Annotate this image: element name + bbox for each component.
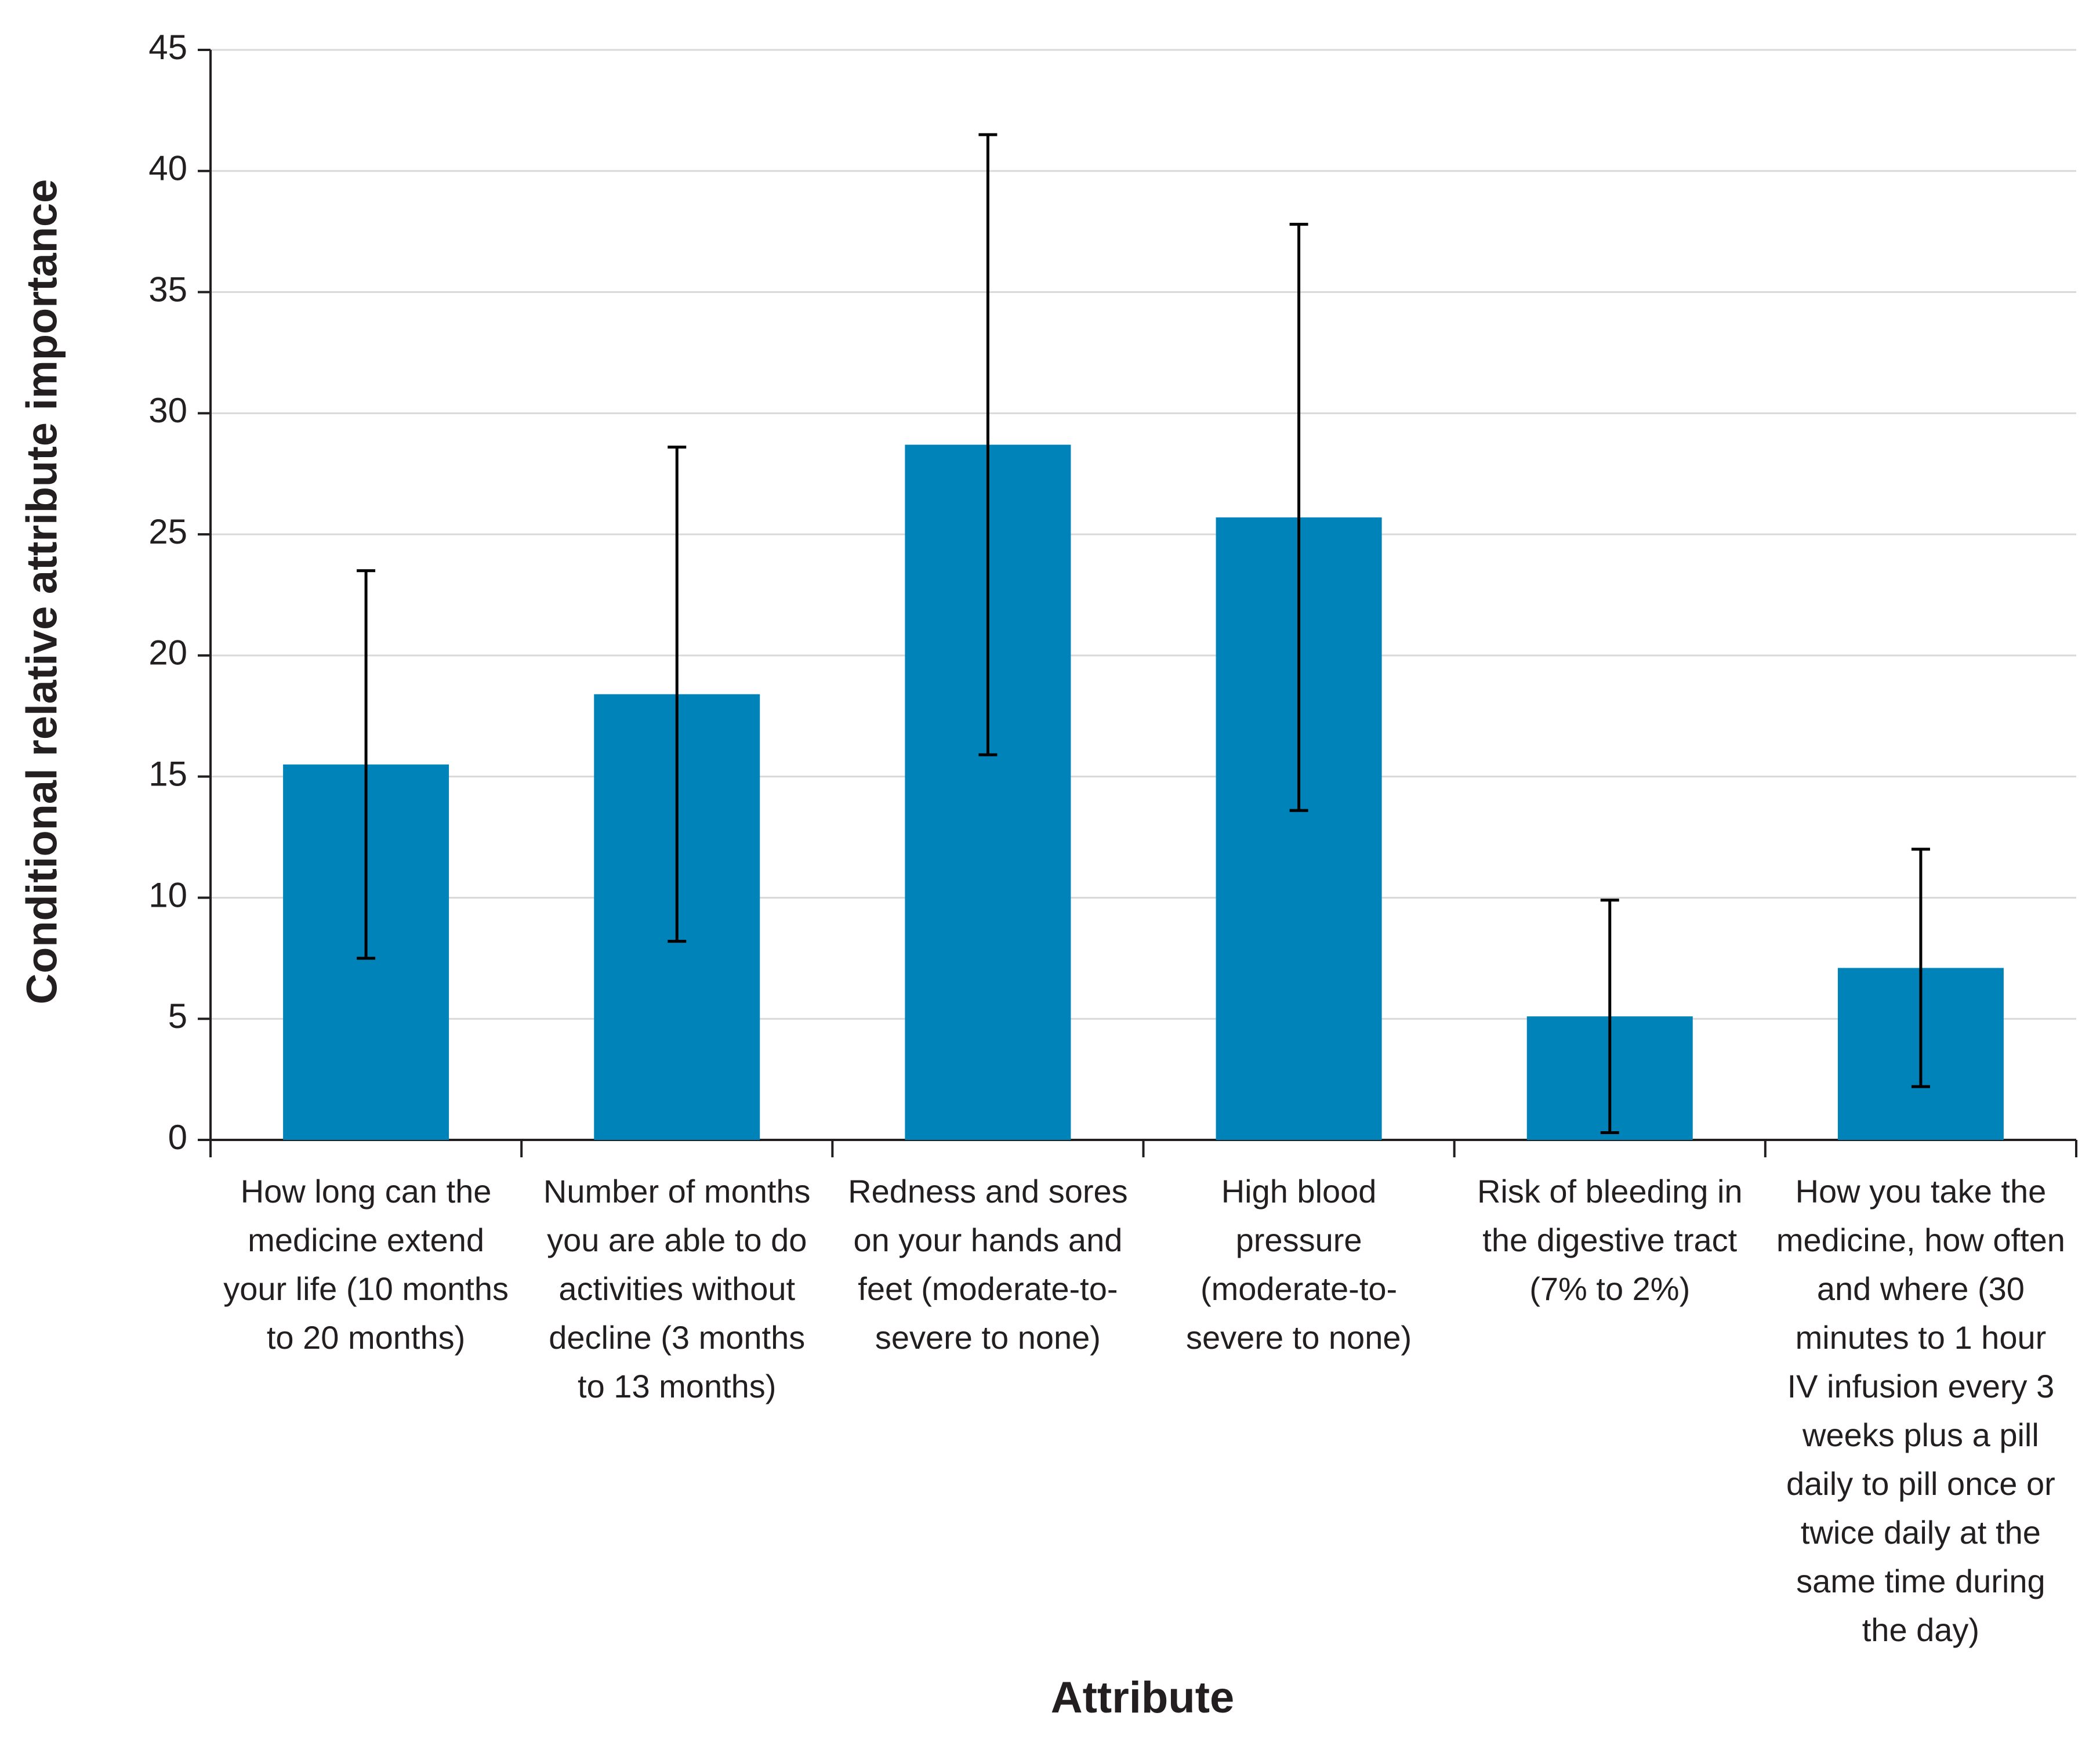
y-tick-label: 35 — [148, 270, 187, 309]
x-tick-label: How you take the medicine, how often and… — [1776, 1173, 2065, 1648]
y-axis-title: Conditional relative attribute importanc… — [18, 179, 66, 1005]
y-tick-label: 0 — [168, 1118, 187, 1157]
x-axis-title: Attribute — [1051, 1673, 1235, 1722]
error-bar — [1600, 899, 1619, 1134]
x-tick-label: Risk of bleeding in the digestive tract … — [1477, 1173, 1743, 1307]
y-tick-label: 15 — [148, 755, 187, 794]
error-bar — [1911, 848, 1930, 1088]
x-tick-label: How long can the medicine extend your li… — [223, 1173, 509, 1356]
error-bar — [1289, 223, 1308, 812]
y-tick-label: 25 — [148, 512, 187, 551]
error-bar — [357, 569, 376, 960]
y-tick-label: 10 — [148, 875, 187, 914]
error-bar — [978, 133, 998, 756]
x-tick-label: High blood pressure (moderate-to-severe … — [1186, 1173, 1412, 1356]
y-tick-label: 5 — [168, 997, 187, 1035]
error-bar — [668, 446, 687, 943]
y-tick-label: 20 — [148, 633, 187, 672]
y-tick-label: 30 — [148, 391, 187, 430]
y-tick-label: 40 — [148, 149, 187, 188]
x-tick-label: Number of months you are able to do acti… — [543, 1173, 811, 1404]
y-tick-label: 45 — [148, 28, 187, 67]
x-tick-label: Redness and sores on your hands and feet… — [848, 1173, 1128, 1356]
